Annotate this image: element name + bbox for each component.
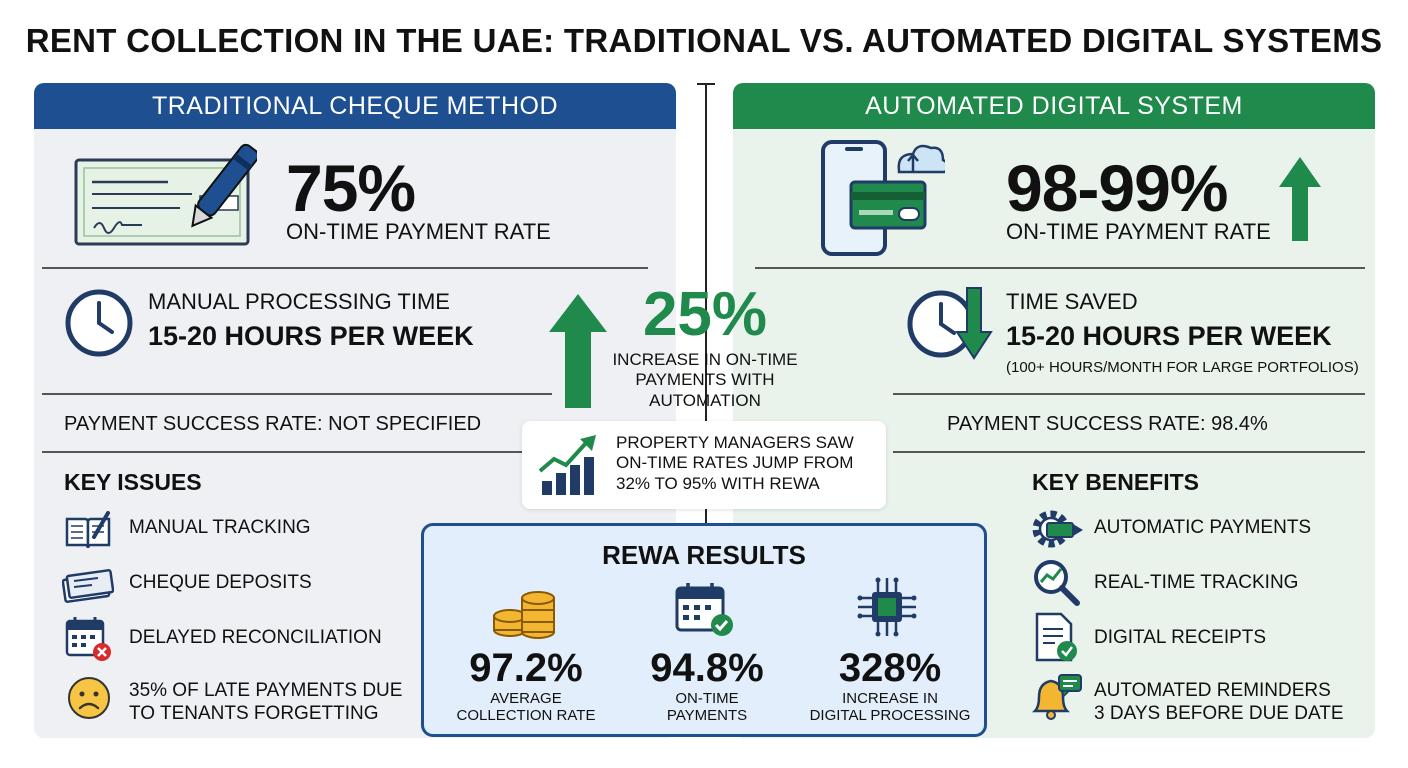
issue-text: 35% OF LATE PAYMENTS DUE xyxy=(129,680,403,701)
rewa-stat-label: AVERAGE COLLECTION RATE xyxy=(438,690,614,725)
callout-line: ON-TIME RATES JUMP FROM xyxy=(616,453,854,473)
rewa-stat-label-line: COLLECTION RATE xyxy=(456,707,596,725)
divider xyxy=(42,267,648,269)
callout-line: 32% TO 95% WITH REWA xyxy=(616,473,820,493)
traditional-success-rate: PAYMENT SUCCESS RATE: NOT SPECIFIED xyxy=(64,413,482,435)
up-arrow-icon xyxy=(1279,157,1321,241)
bell-message-icon xyxy=(1031,674,1082,720)
page-title: RENT COLLECTION IN THE UAE: TRADITIONAL … xyxy=(25,22,1383,59)
rewa-stat-value: 328% xyxy=(838,646,942,690)
issue-text: MANUAL TRACKING xyxy=(129,517,311,538)
key-issues-title: KEY ISSUES xyxy=(64,469,202,495)
divider xyxy=(893,393,1365,395)
calendar-check-icon xyxy=(675,583,733,636)
increase-arrow-icon xyxy=(549,294,607,408)
manual-tracking-icon xyxy=(65,511,111,549)
cheque-pen-icon xyxy=(74,143,257,246)
center-increase-value: 25% xyxy=(642,280,768,349)
rewa-stat-label-line: ON-TIME xyxy=(675,690,739,707)
calendar-x-icon xyxy=(65,617,111,661)
clock-icon xyxy=(65,289,133,357)
center-divider xyxy=(705,83,707,523)
growth-chart-icon xyxy=(538,435,596,495)
center-label-line: AUTOMATION xyxy=(649,390,761,410)
benefit-text: DIGITAL RECEIPTS xyxy=(1094,627,1267,648)
callout-text: PROPERTY MANAGERS SAW ON-TIME RATES JUMP… xyxy=(616,433,854,494)
time-saved-value: 15-20 HOURS PER WEEK xyxy=(1006,321,1332,351)
divider xyxy=(893,451,1365,453)
benefit-text: AUTOMATIC PAYMENTS xyxy=(1094,517,1312,538)
sad-face-icon xyxy=(68,677,110,719)
rewa-stat-label: INCREASE IN DIGITAL PROCESSING xyxy=(798,690,982,725)
receipt-check-icon xyxy=(1035,612,1077,662)
benefit-text: AUTOMATED REMINDERS xyxy=(1094,680,1331,701)
center-increase-label: INCREASE IN ON-TIME PAYMENTS WITH AUTOMA… xyxy=(596,350,814,411)
traditional-rate-value: 75% xyxy=(286,151,416,225)
automated-header: AUTOMATED DIGITAL SYSTEM xyxy=(733,83,1375,129)
center-divider-cap xyxy=(697,83,715,85)
rewa-title: REWA RESULTS xyxy=(602,540,806,570)
key-benefits-title: KEY BENEFITS xyxy=(1032,469,1199,495)
rewa-stat-label-line: AVERAGE xyxy=(490,690,562,707)
case-study-callout: PROPERTY MANAGERS SAW ON-TIME RATES JUMP… xyxy=(522,421,886,509)
center-label-line: INCREASE IN ON-TIME xyxy=(612,350,798,369)
rewa-stat-value: 97.2% xyxy=(469,646,583,690)
issue-text: DELAYED RECONCILIATION xyxy=(129,627,382,648)
traditional-time-label: MANUAL PROCESSING TIME xyxy=(148,289,450,314)
traditional-rate-label: ON-TIME PAYMENT RATE xyxy=(286,219,551,244)
center-label-line: PAYMENTS WITH xyxy=(635,370,775,390)
rewa-stat-value: 94.8% xyxy=(650,646,764,690)
traditional-time-value: 15-20 HOURS PER WEEK xyxy=(148,321,474,351)
issue-text: CHEQUE DEPOSITS xyxy=(129,572,312,593)
cheque-icon xyxy=(62,569,114,603)
traditional-header: TRADITIONAL CHEQUE METHOD xyxy=(34,83,676,129)
time-saved-note: (100+ HOURS/MONTH FOR LARGE PORTFOLIOS) xyxy=(1006,359,1359,376)
callout-line: PROPERTY MANAGERS SAW xyxy=(616,433,854,452)
automated-success-rate: PAYMENT SUCCESS RATE: 98.4% xyxy=(947,413,1268,435)
rewa-stat-label: ON-TIME PAYMENTS xyxy=(619,690,795,725)
clock-down-icon xyxy=(907,287,993,360)
issue-text: TO TENANTS FORGETTING xyxy=(129,703,379,724)
divider xyxy=(755,267,1365,269)
coins-icon xyxy=(493,591,555,639)
rewa-stat-label-line: INCREASE IN xyxy=(842,690,938,707)
benefit-text: REAL-TIME TRACKING xyxy=(1094,572,1299,593)
benefit-text: 3 DAYS BEFORE DUE DATE xyxy=(1094,703,1344,724)
mobile-payment-icon xyxy=(821,140,945,256)
rewa-stat-label-line: DIGITAL PROCESSING xyxy=(809,707,971,725)
rewa-results-box: REWA RESULTS 97.2% AVERAGE COLLECTION RA… xyxy=(421,523,987,737)
automated-rate-label: ON-TIME PAYMENT RATE xyxy=(1006,219,1271,244)
digital-chip-icon xyxy=(857,577,917,637)
automated-rate-value: 98-99% xyxy=(1006,151,1228,225)
divider xyxy=(42,393,552,395)
rewa-stat-label-line: PAYMENTS xyxy=(666,707,748,725)
time-saved-label: TIME SAVED xyxy=(1006,289,1138,314)
divider xyxy=(42,451,522,453)
gear-payment-icon xyxy=(1032,510,1083,548)
magnifier-chart-icon xyxy=(1034,560,1080,606)
